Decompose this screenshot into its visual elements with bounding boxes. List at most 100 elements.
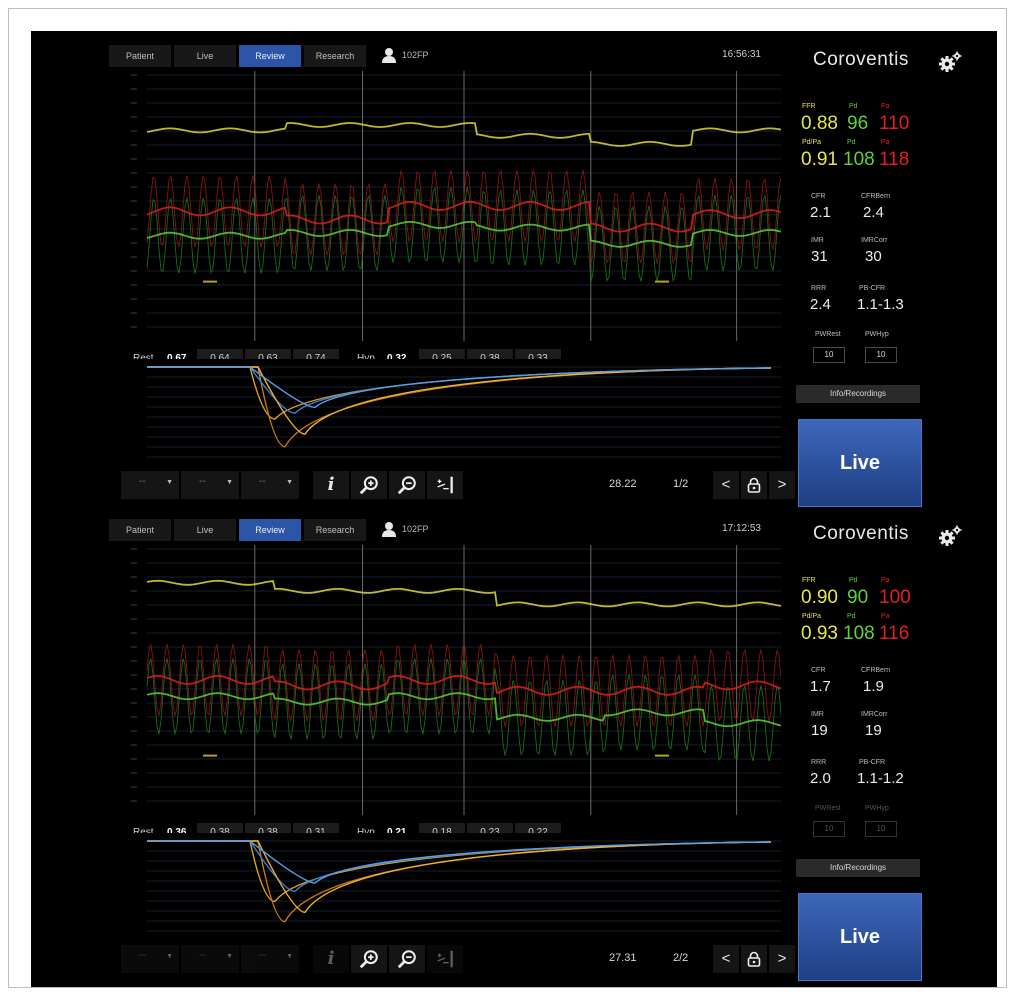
caret-down-icon: ▼ [286,953,293,960]
review-toolbar: -- ▼ -- ▼ -- ▼ i [121,943,821,975]
thermo-curve [147,840,772,884]
zoom-out-button[interactable] [389,471,425,499]
dropdown-3[interactable]: -- ▼ [241,471,299,499]
dropdown-1[interactable]: -- ▼ [121,945,179,973]
zoom-in-icon [359,950,378,969]
clock: 16:56:31 [722,49,761,60]
dropdown-3-value: -- [259,476,266,487]
brand-logo: Coroventis [813,523,909,544]
pw-rest-input[interactable]: 10 [813,347,845,363]
pb-cfr-label: PB-CFR [859,285,886,292]
cfr-value: 2.1 [810,204,831,221]
page-indicator: 2/2 [673,952,689,964]
next-button[interactable]: > [769,945,795,973]
cfr-label: CFR [811,193,826,200]
imr-label: IMR [811,237,824,244]
pressure-graph[interactable] [125,71,781,341]
tab-live[interactable]: Live [174,519,236,541]
info-icon[interactable]: i [313,945,349,973]
pb-cfr-label: PB-CFR [859,759,886,766]
info-recordings-button[interactable]: Info/Recordings [796,859,920,877]
cfr-bern-label: CFRBern [861,193,891,200]
pd-label: Pd [849,577,858,584]
pa-mean-value: 118 [879,149,910,170]
pd-mean-label: Pd [847,613,856,620]
user-id: 102FP [402,50,429,60]
thermo-curve [147,366,772,435]
marker-icon [437,950,453,968]
pw-hyp-input[interactable]: 10 [865,821,897,837]
caret-down-icon: ▼ [166,953,173,960]
time-readout: 28.22 [609,478,637,490]
thermodilution-graph[interactable] [125,359,781,459]
dropdown-2-value: -- [199,950,206,961]
gear-icon[interactable] [937,525,963,547]
user-info[interactable]: 102FP [381,47,429,63]
prev-button[interactable]: < [713,945,739,973]
pd-value: 96 [847,113,869,134]
info-icon[interactable]: i [313,471,349,499]
tab-research[interactable]: Research [304,519,366,541]
pd-mean-value: 108 [843,149,875,170]
dropdown-2[interactable]: -- ▼ [181,945,239,973]
tab-research[interactable]: Research [304,45,366,67]
green-pressure-line [146,221,781,248]
zoom-out-button[interactable] [389,945,425,973]
pb-cfr-value: 1.1-1.2 [857,770,904,787]
caret-down-icon: ▼ [286,479,293,486]
marker-toggle-button[interactable] [427,471,463,499]
imr-corr-label: IMRCorr [861,711,888,718]
ffr-value: 0.90 [801,587,838,608]
dropdown-3[interactable]: -- ▼ [241,945,299,973]
live-button[interactable]: Live [798,419,922,507]
info-recordings-button[interactable]: Info/Recordings [796,385,920,403]
pressure-graph[interactable] [125,545,781,815]
pdpa-value: 0.91 [801,149,838,170]
prev-button[interactable]: < [713,471,739,499]
pw-hyp-input[interactable]: 10 [865,347,897,363]
rrr-label: RRR [811,759,827,766]
pdpa-label: Pd/Pa [802,613,822,620]
caret-down-icon: ▼ [226,953,233,960]
clock: 17:12:53 [722,523,761,534]
tab-review[interactable]: Review [239,45,301,67]
imr-value: 19 [811,722,828,739]
graph-bg [125,545,781,815]
gear-icon[interactable] [937,51,963,73]
red-pressure-line [146,675,781,696]
pw-rest-input[interactable]: 10 [813,821,845,837]
marker-toggle-button[interactable] [427,945,463,973]
thermodilution-graph[interactable] [125,833,781,933]
imr-corr-label: IMRCorr [861,237,888,244]
user-info[interactable]: 102FP [381,521,429,537]
zoom-in-button[interactable] [351,945,387,973]
lock-button[interactable] [741,945,767,973]
review-panel-1: Patient Live Review Research 102FP 16:56… [31,31,997,507]
red-pressure-line [146,169,781,265]
zoom-out-icon [397,476,416,495]
zoom-in-button[interactable] [351,471,387,499]
pd-label: Pd [849,103,858,110]
pw-hyp-label: PWHyp [865,331,889,338]
dropdown-3-value: -- [259,950,266,961]
thermo-curve [147,366,772,409]
green-pressure-line [146,692,781,728]
hyp-mean: 0.21 [387,827,407,838]
tab-patient[interactable]: Patient [109,45,171,67]
lock-icon [747,477,761,493]
page-indicator: 1/2 [673,478,689,490]
ffr-label: FFR [802,103,816,110]
cfr-bern-value: 2.4 [863,204,884,221]
tab-live[interactable]: Live [174,45,236,67]
lock-button[interactable] [741,471,767,499]
chevron-right-icon: > [777,950,787,967]
pw-rest-label: PWRest [815,805,841,812]
live-button[interactable]: Live [798,893,922,981]
dropdown-2[interactable]: -- ▼ [181,471,239,499]
chevron-left-icon: < [721,950,731,967]
cfr-bern-label: CFRBern [861,667,891,674]
tab-patient[interactable]: Patient [109,519,171,541]
next-button[interactable]: > [769,471,795,499]
dropdown-1[interactable]: -- ▼ [121,471,179,499]
tab-review[interactable]: Review [239,519,301,541]
